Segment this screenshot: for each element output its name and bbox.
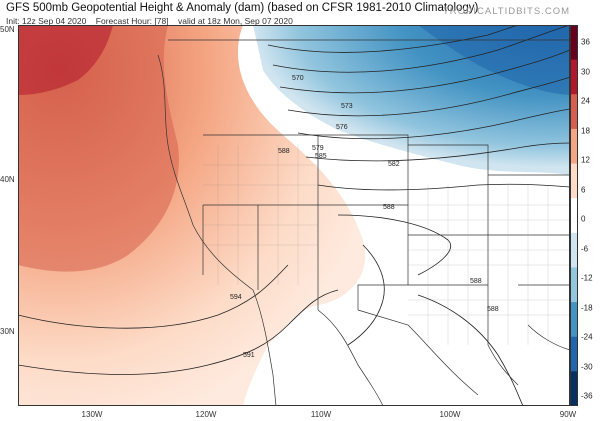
colorbar-tick-label: 6 [581, 185, 586, 194]
contour-label: 570 [292, 75, 304, 82]
anomaly-colorbar [570, 25, 578, 406]
colorbar-segment [570, 371, 578, 406]
colorbar-segment [570, 94, 578, 130]
contour-label: 588 [278, 148, 290, 155]
colorbar-tick-label: 36 [581, 37, 590, 47]
map-title: GFS 500mb Geopotential Height & Anomaly … [6, 2, 479, 14]
strongest-anomaly-core [18, 25, 113, 95]
contour-label: 582 [388, 161, 400, 168]
county-grid [203, 145, 570, 345]
colorbar-tick-label: -24 [581, 332, 593, 342]
colorbar-segment [570, 59, 578, 95]
contour-label: 588 [487, 306, 499, 313]
contour-label: 573 [341, 103, 353, 110]
contour-label: 591 [243, 352, 255, 359]
lat-label: 50N [0, 25, 15, 34]
colorbar-tick-label: 18 [581, 126, 590, 135]
valid-time: valid at 18z Mon, Sep 07 2020 [178, 16, 293, 26]
colorbar-segment [570, 128, 578, 165]
colorbar-segment [570, 336, 578, 372]
contour-label: 588 [383, 204, 395, 211]
colorbar-segment [570, 267, 578, 303]
colorbar-segment [570, 163, 578, 199]
forecast-hour: Forecast Hour: [78] [95, 16, 169, 26]
run-info: Init: 12z Sep 04 2020 Forecast Hour: [78… [6, 16, 293, 26]
lon-label: 110W [310, 410, 332, 419]
colorbar-tick-label: -36 [581, 391, 593, 401]
colorbar-tick-label: -12 [581, 273, 593, 283]
colorbar-segment [570, 198, 578, 234]
colorbar-tick-label: 30 [581, 67, 590, 76]
colorbar-tick-label: 12 [581, 155, 590, 165]
colorbar-segment [570, 25, 578, 61]
lon-label: 100W [439, 410, 461, 419]
colorbar-frame [570, 25, 578, 406]
contour-label: 576 [336, 124, 348, 131]
lon-label: 130W [81, 410, 103, 419]
colorbar-segment [570, 232, 578, 268]
contour-label: 579 [312, 145, 324, 152]
site-brand: TROPICALTIDBITS.COM [442, 6, 570, 17]
colorbar-tick-label: 24 [581, 96, 590, 106]
lat-label: 40N [0, 175, 15, 184]
contour-label: 594 [230, 294, 242, 301]
init-time: Init: 12z Sep 04 2020 [6, 16, 87, 26]
map-frame [18, 25, 570, 406]
political-borders [157, 39, 570, 406]
contour-labels: 570 573 576 579 582 585 588 591 594 588 … [230, 75, 499, 359]
height-contours [18, 25, 570, 406]
weather-map: 570 573 576 579 582 585 588 591 594 588 … [18, 25, 570, 406]
colorbar-tick-label: 0 [581, 214, 586, 224]
colorbar-tick-label: -6 [581, 244, 589, 253]
strong-negative-core [418, 25, 570, 95]
lon-label: 90W [559, 410, 577, 419]
contour-label: 585 [315, 153, 327, 160]
colorbar-segment [570, 302, 578, 338]
lat-label: 30N [0, 327, 15, 336]
contour-label: 588 [470, 278, 482, 285]
colorbar-tick-label: -30 [581, 362, 593, 371]
colorbar-tick-label: -18 [581, 303, 593, 312]
lon-label: 120W [195, 410, 217, 419]
